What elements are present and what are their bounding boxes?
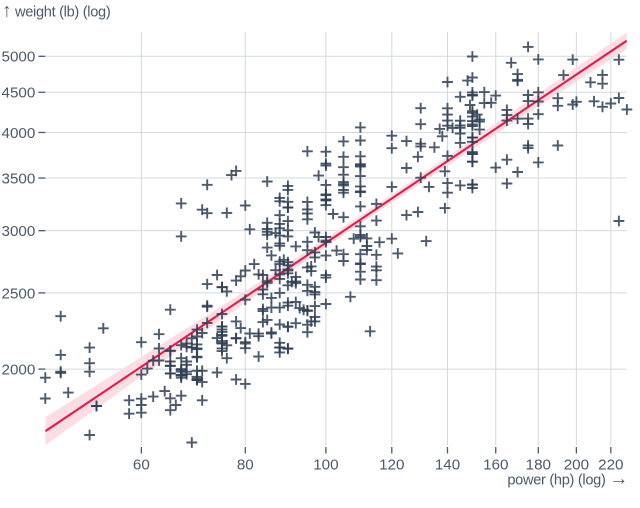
svg-text:3000: 3000	[2, 223, 36, 240]
svg-text:3500: 3500	[2, 170, 36, 187]
svg-text:↑ weight (lb) (log): ↑ weight (lb) (log)	[2, 0, 110, 21]
svg-text:5000: 5000	[2, 49, 36, 66]
svg-text:100: 100	[313, 456, 338, 473]
svg-text:4500: 4500	[2, 85, 36, 102]
svg-text:2000: 2000	[2, 361, 36, 378]
svg-text:160: 160	[483, 456, 508, 473]
svg-text:140: 140	[435, 456, 460, 473]
svg-text:60: 60	[133, 456, 150, 473]
svg-text:2500: 2500	[2, 285, 36, 302]
svg-text:4000: 4000	[2, 125, 36, 142]
svg-text:power (hp) (log) →: power (hp) (log) →	[507, 468, 628, 489]
svg-text:80: 80	[237, 456, 254, 473]
svg-text:200: 200	[564, 456, 589, 473]
svg-text:120: 120	[379, 456, 404, 473]
svg-text:180: 180	[526, 456, 551, 473]
svg-text:220: 220	[598, 456, 623, 473]
